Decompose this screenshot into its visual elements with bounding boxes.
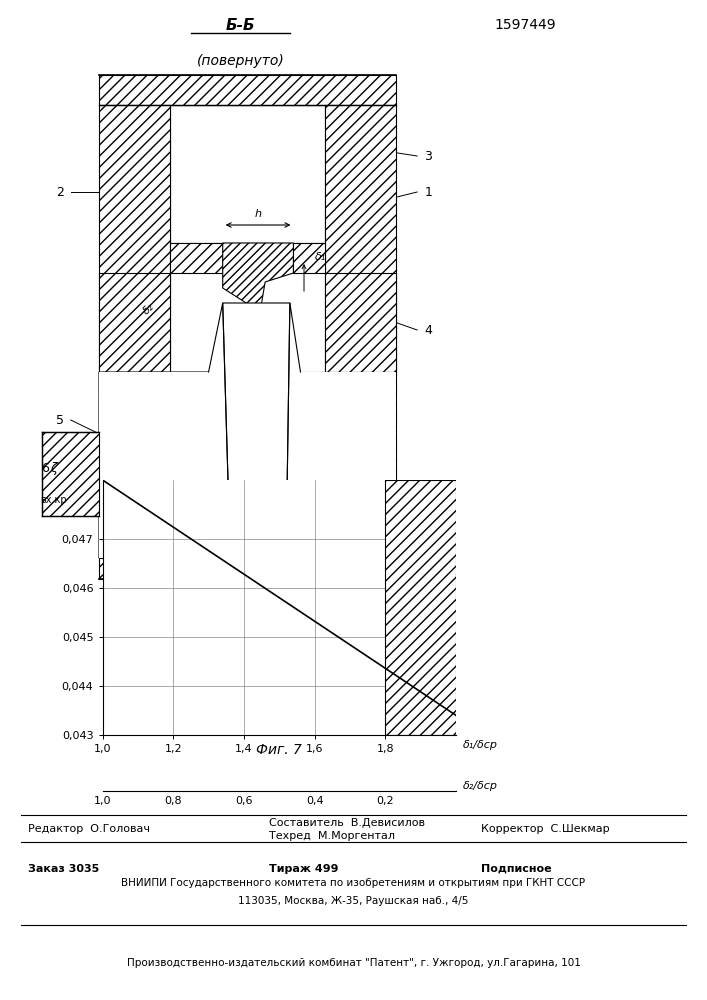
Text: h: h (255, 209, 262, 219)
Text: Техред  М.Моргентал: Техред М.Моргентал (269, 831, 395, 841)
Text: Составитель  В.Девисилов: Составитель В.Девисилов (269, 818, 425, 828)
Text: Подписное: Подписное (481, 863, 551, 874)
Text: вх.кр: вх.кр (40, 495, 66, 505)
Text: 6: 6 (42, 462, 49, 475)
Polygon shape (99, 273, 170, 372)
Polygon shape (170, 105, 325, 243)
Polygon shape (99, 558, 396, 579)
Text: 3: 3 (424, 149, 432, 162)
Polygon shape (286, 303, 396, 558)
Polygon shape (325, 105, 396, 372)
Polygon shape (223, 243, 293, 306)
Text: Фиг. 7: Фиг. 7 (257, 743, 302, 757)
Polygon shape (99, 303, 230, 558)
Polygon shape (293, 243, 325, 273)
Text: ВНИИПИ Государственного комитета по изобретениям и открытиям при ГКНТ СССР: ВНИИПИ Государственного комитета по изоб… (122, 879, 585, 889)
Text: δ₂: δ₂ (141, 301, 156, 317)
Text: Производственно-издательский комбинат "Патент", г. Ужгород, ул.Гагарина, 101: Производственно-издательский комбинат "П… (127, 958, 580, 968)
Polygon shape (99, 75, 396, 105)
Polygon shape (223, 303, 290, 540)
Text: δ₂/δср: δ₂/δср (463, 781, 498, 791)
Text: Б-Б: Б-Б (226, 18, 255, 33)
Bar (385, 480, 456, 735)
Text: δ₁: δ₁ (315, 252, 326, 262)
Polygon shape (99, 372, 209, 558)
Text: δср: δср (253, 253, 271, 263)
Polygon shape (170, 243, 223, 273)
Polygon shape (42, 432, 99, 516)
Text: (повернуто): (повернуто) (197, 54, 284, 68)
Polygon shape (99, 105, 170, 372)
Text: Корректор  С.Шекмар: Корректор С.Шекмар (481, 824, 609, 834)
Text: Тираж 499: Тираж 499 (269, 863, 338, 874)
Text: Редактор  О.Головач: Редактор О.Головач (28, 824, 151, 834)
Text: 4: 4 (424, 324, 432, 336)
Text: 1: 1 (424, 186, 432, 198)
Text: δ₁/δср: δ₁/δср (463, 740, 498, 750)
Text: 2: 2 (56, 186, 64, 198)
Polygon shape (300, 372, 396, 558)
Text: Заказ 3035: Заказ 3035 (28, 863, 100, 874)
Polygon shape (325, 273, 396, 372)
Text: 113035, Москва, Ж-35, Раушская наб., 4/5: 113035, Москва, Ж-35, Раушская наб., 4/5 (238, 896, 469, 906)
Text: ζ: ζ (49, 462, 57, 475)
Text: Фиг. 6: Фиг. 6 (225, 580, 270, 594)
Text: 1597449: 1597449 (495, 18, 556, 32)
Text: 5: 5 (56, 414, 64, 426)
